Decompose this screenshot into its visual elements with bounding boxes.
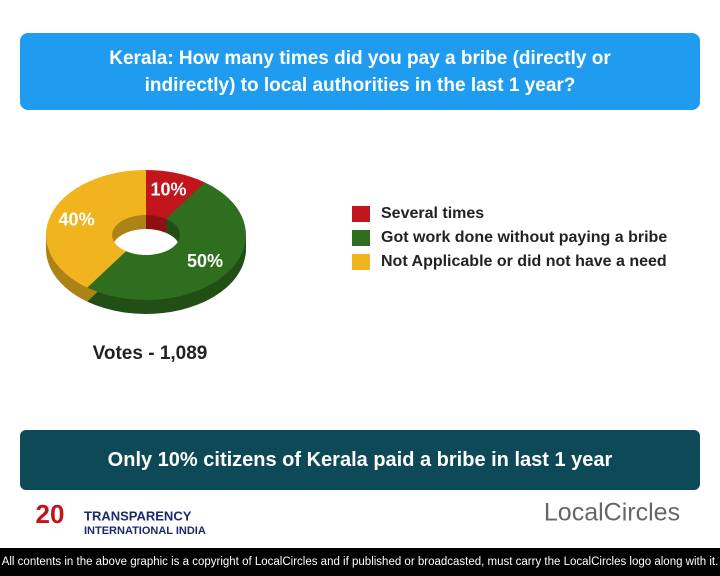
conclusion-banner: Only 10% citizens of Kerala paid a bribe… [20,430,700,490]
legend-swatch [352,254,370,270]
transparency-logo: 20 TRANSPARENCY INTERNATIONAL INDIA [36,499,206,537]
legend-swatch [352,206,370,222]
logo-text: TRANSPARENCY [84,508,192,523]
legend-label: Several times [381,205,484,222]
copyright-footer: All contents in the above graphic is a c… [0,548,720,576]
legend-label: Not Applicable or did not have a need [381,253,667,270]
legend-swatch [352,230,370,246]
logo-text: INTERNATIONAL INDIA [84,525,206,537]
data-label: 10% [151,180,187,200]
legend-label: Got work done without paying a bribe [381,229,667,246]
votes-annotation: Votes - 1,089 [93,343,208,364]
pie-slices [46,170,246,300]
data-label: 40% [59,209,95,229]
localcircles-logo: LocalCircles [544,499,680,527]
logo-badge: 20 [36,499,65,529]
pie-slice [87,182,246,300]
pie-slice [46,170,146,288]
data-label: 50% [187,251,223,271]
chart-title: Kerala: How many times did you pay a bri… [20,33,700,110]
pie-slice [146,170,205,219]
